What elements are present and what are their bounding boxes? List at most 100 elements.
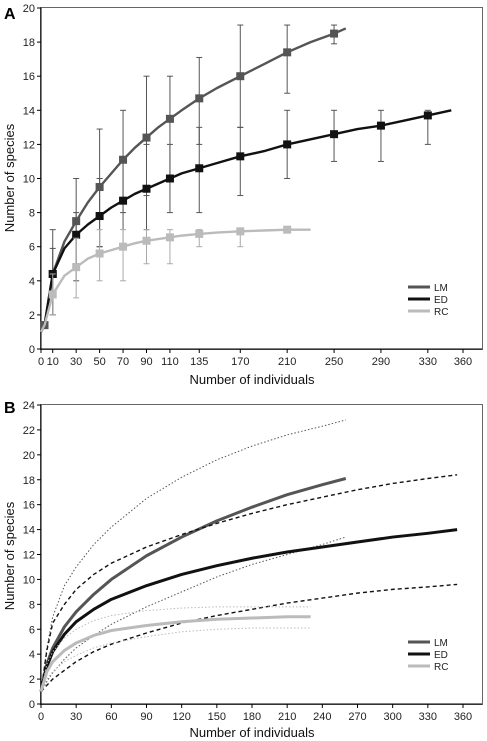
- panel-b-y-tick-label: 10: [23, 574, 35, 586]
- panel-a-x-tick-label: 30: [70, 356, 82, 368]
- panel-b-x-tick-label: 60: [105, 711, 117, 723]
- panel-a-series-lm-point: [283, 48, 292, 57]
- panel-b-frame: [40, 404, 483, 705]
- panel-b-y-tick-label: 0: [29, 699, 35, 711]
- panel-b-series-lm-line: [39, 477, 347, 692]
- panel-a-series-ed-point: [376, 121, 385, 130]
- panel-b-x-tick-label: 240: [313, 711, 331, 723]
- panel-b-legend-label-ed: ED: [434, 650, 448, 661]
- panel-a-x-tick-label: 10: [47, 356, 59, 368]
- panel-b-legend-label-lm: LM: [434, 638, 448, 649]
- panel-a-y-tick-label: 12: [23, 139, 35, 151]
- panel-a-y-tick-label: 10: [23, 174, 35, 186]
- panel-b-x-tick-label: 180: [243, 711, 261, 723]
- panel-a-series-ed-point: [165, 174, 174, 183]
- panel-a-series-ed-point: [423, 111, 432, 120]
- panel-a-y-tick-label: 16: [23, 71, 35, 83]
- panel-b-series-rc-line: [39, 615, 311, 692]
- panel-b-x-axis-title: Number of individuals: [189, 725, 315, 740]
- panel-b-series-ed-line: [39, 528, 458, 692]
- panel-a-x-tick-label: 110: [161, 356, 179, 368]
- panel-a-x-axis-title: Number of individuals: [189, 372, 315, 387]
- panel-a-y-tick-label: 6: [29, 242, 35, 254]
- panel-a-series-rc-point: [48, 290, 57, 299]
- panel-a-series-rc-point: [165, 233, 174, 242]
- panel-a-x-tick-label: 290: [372, 356, 390, 368]
- panel-a-x-tick-label: 170: [231, 356, 249, 368]
- panel-a-series-ed-point: [283, 140, 292, 149]
- panel-b-legend-label-rc: RC: [434, 662, 448, 673]
- panel-b-y-axis-title: Number of species: [2, 501, 17, 610]
- panel-a-series-ed-point: [142, 184, 151, 193]
- panel-a-series-rc-line: [39, 228, 311, 333]
- panel-a-series-ed-point: [119, 196, 128, 205]
- panel-b: B 0 30 60 90 120 150 180 210 240 270 300 330 3600246…: [2, 400, 483, 740]
- panel-a-series-ed-point: [72, 230, 81, 239]
- panel-b-plot-area: 0 30 60 90 120 150 180 210 240 270 300 330 360024681…: [23, 400, 482, 723]
- panel-a-y-axis-title: Number of species: [2, 123, 17, 232]
- panel-b-series-rc-ci-upper: [40, 606, 311, 692]
- panel-b-y-tick-label: 22: [23, 425, 35, 437]
- panel-a-y-tick-label: 18: [23, 37, 35, 49]
- panel-a-series-rc-point: [72, 263, 81, 272]
- panel-b-x-tick-label: 360: [454, 711, 472, 723]
- panel-a-y-tick-label: 4: [29, 276, 35, 288]
- panel-a-series-rc-point: [195, 229, 204, 238]
- panel-a-x-tick-label: 210: [278, 356, 296, 368]
- panel-a-series-lm-point: [165, 114, 174, 123]
- panel-a-series-lm-point: [195, 94, 204, 103]
- panel-a-series-lm-point: [119, 155, 128, 164]
- panel-a-series-rc-point: [95, 249, 104, 258]
- panel-a-series-rc-point: [119, 242, 128, 251]
- panel-b-y-tick-label: 14: [23, 525, 35, 537]
- panel-b-x-tick-label: 0: [38, 711, 44, 723]
- panel-b-y-tick-label: 8: [29, 599, 35, 611]
- panel-a-x-tick-label: 0: [38, 356, 44, 368]
- panel-a-series-rc-point: [236, 227, 245, 236]
- panel-b-series-rc-ci-lower: [40, 627, 311, 692]
- panel-a-y-tick-label: 20: [23, 3, 35, 15]
- panel-a-series-ed-line: [39, 109, 452, 333]
- panel-b-series-ed-ci-lower: [40, 583, 458, 693]
- panel-a-x-tick-label: 360: [454, 356, 472, 368]
- panel-b-x-tick-label: 90: [140, 711, 152, 723]
- panel-b-y-tick-label: 16: [23, 500, 35, 512]
- panel-a-x-tick-label: 250: [325, 356, 343, 368]
- panel-a-series-ed-point: [236, 152, 245, 161]
- panel-a-legend-label-lm: LM: [434, 283, 448, 294]
- panel-b-y-tick-label: 20: [23, 450, 35, 462]
- panel-a-series-lm-point: [142, 133, 151, 142]
- panel-a-series-ed-point: [95, 212, 104, 221]
- panel-b-series-ed-ci-upper: [40, 474, 458, 692]
- panel-a-series-lm-line: [39, 27, 347, 333]
- panel-a-plot-area: 0 10 30 50 70 90 110 135 170 210 250 290 330 36002468…: [23, 3, 482, 368]
- panel-b-y-tick-label: 4: [29, 649, 35, 661]
- panel-a-series-ed-point: [330, 130, 339, 139]
- panel-a-y-tick-label: 0: [29, 344, 35, 356]
- panel-b-x-tick-label: 210: [278, 711, 296, 723]
- panel-a-series-rc-point: [142, 236, 151, 245]
- panel-a-letter: A: [4, 6, 16, 23]
- panel-a-x-tick-label: 135: [190, 356, 208, 368]
- panel-b-x-tick-label: 300: [383, 711, 401, 723]
- panel-a-x-tick-label: 70: [117, 356, 129, 368]
- panel-a-legend-label-ed: ED: [434, 295, 448, 306]
- panel-b-x-tick-label: 150: [208, 711, 226, 723]
- panel-b-y-tick-label: 2: [29, 674, 35, 686]
- panel-a: A 0 10 30 50 70 90 110 135 170 210 250 290 330 360024…: [2, 3, 483, 387]
- panel-a-y-tick-label: 8: [29, 208, 35, 220]
- panel-b-y-tick-label: 24: [23, 400, 35, 412]
- panel-a-y-tick-label: 2: [29, 310, 35, 322]
- panel-a-series-ed-point: [195, 164, 204, 173]
- panel-b-letter: B: [4, 400, 16, 417]
- panel-a-x-tick-label: 330: [419, 356, 437, 368]
- panel-a-x-tick-label: 50: [93, 356, 105, 368]
- panel-b-x-tick-label: 120: [172, 711, 190, 723]
- panel-b-y-tick-label: 6: [29, 624, 35, 636]
- panel-a-x-tick-label: 90: [140, 356, 152, 368]
- panel-b-y-tick-label: 12: [23, 550, 35, 562]
- panel-a-series-lm-point: [330, 29, 339, 38]
- panel-a-y-tick-label: 14: [23, 105, 35, 117]
